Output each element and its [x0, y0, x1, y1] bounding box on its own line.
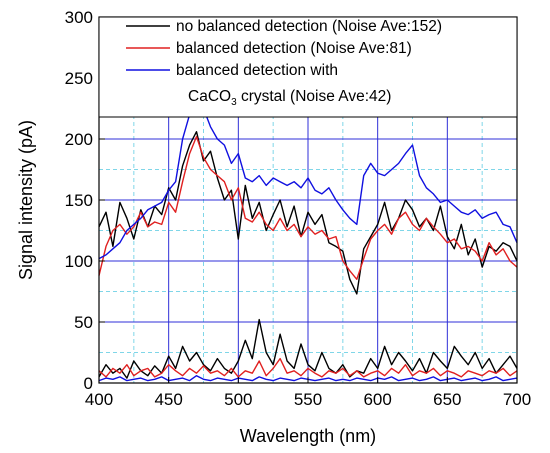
series-line-4	[98, 357, 518, 378]
series-line-2	[98, 83, 518, 260]
legend-box	[98, 16, 518, 118]
legend-label-2: balanced detection with	[176, 62, 338, 79]
x-tick-label: 450	[154, 390, 182, 409]
y-tick-label: 150	[65, 191, 93, 210]
legend-label-0: no balanced detection (Noise Ave:152)	[176, 18, 442, 35]
x-tick-label: 500	[224, 390, 252, 409]
series-line-1	[98, 135, 518, 280]
legend: no balanced detection (Noise Ave:152) bal…	[98, 16, 518, 118]
y-tick-label: 100	[65, 252, 93, 271]
y-tick-label: 0	[84, 374, 93, 393]
y-tick-label: 200	[65, 130, 93, 149]
y-tick-label: 250	[65, 69, 93, 88]
x-tick-label: 650	[433, 390, 461, 409]
series-line-3	[98, 318, 518, 379]
series-line-0	[98, 130, 518, 295]
x-tick-label: 550	[294, 390, 322, 409]
legend-label-1: balanced detection (Noise Ave:81)	[176, 40, 412, 57]
y-axis-label: Signal intensity (pA)	[16, 120, 36, 280]
x-axis-label: Wavelength (nm)	[240, 426, 376, 446]
tick-labels: 400 450 500 550 600 650 700 0 50 100 150 200 250 300	[65, 8, 532, 409]
x-tick-label: 700	[503, 390, 531, 409]
y-tick-label: 300	[65, 8, 93, 27]
legend-label-2-line-2: CaCO3 crystal (Noise Ave:42)	[188, 88, 391, 108]
x-tick-label: 600	[363, 390, 391, 409]
legend-items: no balanced detection (Noise Ave:152) bal…	[126, 18, 442, 108]
x-tick-label: 400	[85, 390, 113, 409]
y-tick-label: 50	[74, 313, 93, 332]
